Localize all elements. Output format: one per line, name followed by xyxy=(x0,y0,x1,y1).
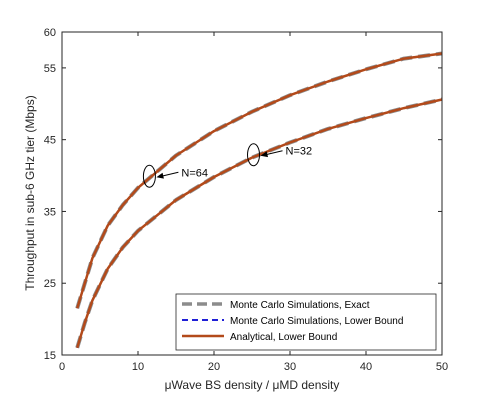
x-tick-label: 0 xyxy=(59,361,65,373)
y-tick-label: 15 xyxy=(44,350,56,362)
legend: Monte Carlo Simulations, Exact Monte Car… xyxy=(175,293,437,351)
legend-label-exact: Monte Carlo Simulations, Exact xyxy=(230,300,370,311)
x-tick-label: 10 xyxy=(132,361,144,373)
annotation-label-n32: N=32 xyxy=(286,146,313,158)
annotation-arrowhead-n64 xyxy=(156,172,164,179)
x-tick-label: 40 xyxy=(360,361,372,373)
y-axis-label: Throughput in sub-6 GHz tier (Mbps) xyxy=(23,95,37,290)
legend-label-lower-bound: Monte Carlo Simulations, Lower Bound xyxy=(230,316,403,327)
annotation-layer: N=64 N=32 xyxy=(142,143,313,188)
y-tick-label: 45 xyxy=(44,135,56,147)
curve-layer xyxy=(75,51,443,349)
annotation-ellipse-n64 xyxy=(142,164,156,188)
series-line-analytical-n32 xyxy=(76,98,443,349)
x-tick-label: 30 xyxy=(284,361,296,373)
annotation-label-n64: N=64 xyxy=(181,167,208,179)
annotation-arrowhead-n32 xyxy=(260,151,269,158)
y-tick-label: 35 xyxy=(44,206,56,218)
x-tick-label: 20 xyxy=(208,361,220,373)
annotation-ellipse-n32 xyxy=(247,143,261,167)
y-tick-label: 25 xyxy=(44,278,56,290)
y-tick-label: 55 xyxy=(44,63,56,75)
legend-label-analytical: Analytical, Lower Bound xyxy=(230,332,337,343)
tick-layer: 0 10 20 30 40 50 15 25 35 45 55 60 xyxy=(44,27,448,373)
annotation-arrow-n32 xyxy=(265,150,283,156)
y-tick-label: 60 xyxy=(44,27,56,39)
series-line-analytical-n64 xyxy=(76,52,443,309)
annotation-arrow-n64 xyxy=(161,171,179,177)
x-axis-label: μWave BS density / μMD density xyxy=(165,378,340,392)
plot-area-box xyxy=(61,31,443,356)
x-tick-label: 50 xyxy=(436,361,448,373)
